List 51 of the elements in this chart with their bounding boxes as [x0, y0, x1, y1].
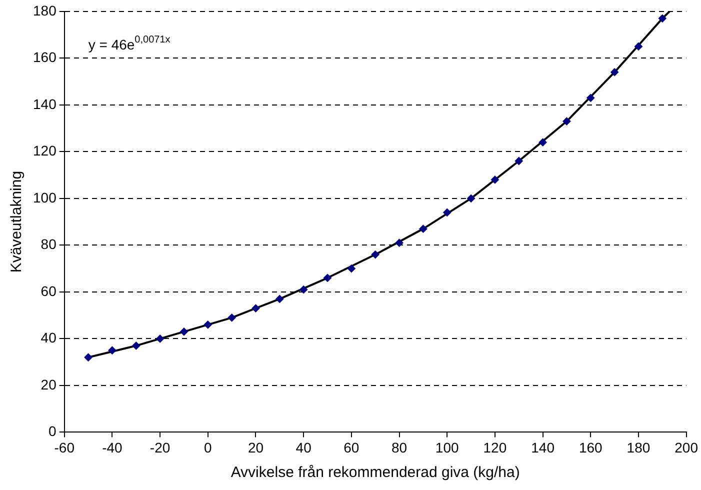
point	[419, 224, 428, 233]
point	[658, 14, 666, 22]
y-tick-label: 80	[40, 236, 57, 252]
point	[108, 346, 116, 354]
y-tick-label: 60	[40, 282, 57, 299]
point	[347, 264, 356, 273]
x-axis-title: Avvikelse från rekommenderad giva (kg/ha)	[230, 464, 520, 482]
y-axis-title: Kväveutlakning	[8, 170, 26, 273]
point	[562, 117, 571, 126]
point	[610, 68, 619, 76]
y-tick-label: 160	[33, 49, 57, 66]
x-tick-label: 80	[391, 439, 408, 456]
point	[467, 194, 476, 202]
point	[252, 304, 260, 312]
x-tick-label: -20	[150, 439, 170, 456]
point	[514, 157, 523, 166]
y-tick-label: 100	[33, 189, 57, 206]
y-tick-label: 120	[33, 142, 57, 159]
point	[490, 176, 499, 184]
y-tick-label: 140	[33, 96, 57, 112]
point	[371, 250, 380, 259]
point	[323, 274, 332, 282]
x-tick-label: 0	[204, 439, 212, 456]
point	[586, 94, 595, 102]
point	[156, 334, 164, 343]
y-tick-label: 40	[40, 330, 57, 346]
point	[538, 138, 547, 146]
y-tick-label: 0	[48, 423, 57, 440]
point	[180, 328, 188, 336]
x-tick-label: 160	[578, 439, 603, 456]
x-tick-label: 60	[344, 439, 360, 456]
y-tick-label: 180	[33, 2, 57, 18]
x-tick-label: 180	[626, 439, 650, 456]
x-tick-label: -40	[102, 439, 123, 456]
point	[276, 294, 284, 303]
point	[204, 320, 212, 329]
y-tick-label: 20	[40, 376, 57, 392]
point	[395, 238, 404, 247]
x-tick-label: 140	[531, 439, 555, 456]
x-tick-label: 100	[435, 439, 459, 456]
point	[634, 42, 642, 50]
point	[443, 208, 452, 216]
x-tick-label: 20	[248, 439, 264, 456]
point	[228, 314, 236, 322]
x-tick-label: 40	[296, 439, 312, 456]
point	[132, 342, 140, 350]
point	[84, 353, 92, 362]
x-tick-label: -60	[54, 439, 75, 456]
x-tick-label: 120	[483, 439, 507, 456]
point	[300, 286, 308, 294]
x-tick-label: 200	[674, 439, 698, 456]
